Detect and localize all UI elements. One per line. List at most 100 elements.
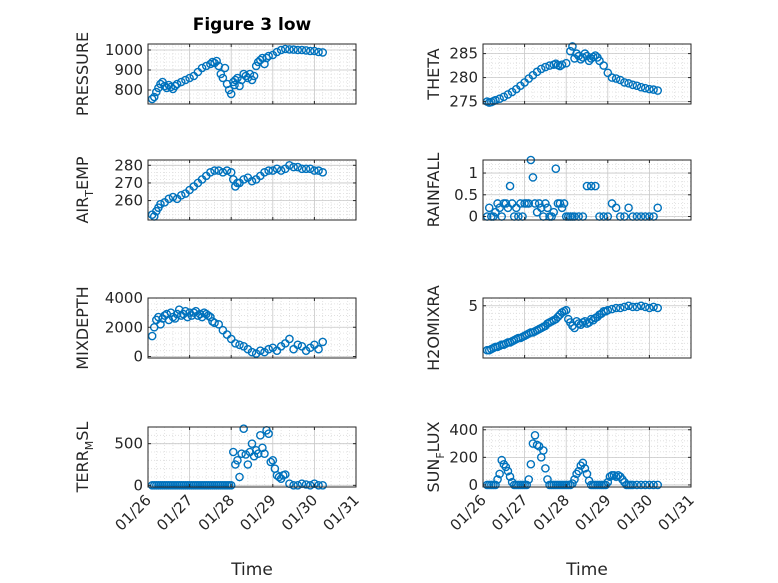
data-point: [493, 475, 502, 484]
data-point: [522, 480, 531, 490]
y-tick-label: 4000: [105, 289, 143, 307]
y-tick-label: 1000: [105, 41, 143, 59]
y-tick-label: 400: [449, 421, 478, 439]
data-point: [176, 190, 186, 200]
data-point: [628, 80, 638, 90]
data-point: [147, 331, 157, 341]
data-point: [603, 68, 613, 78]
data-point: [176, 77, 186, 87]
data-point: [609, 470, 619, 480]
y-axis-label: MIXDEPTH: [73, 286, 92, 369]
data-point: [491, 480, 500, 490]
data-point: [640, 480, 650, 490]
data-point: [310, 166, 319, 175]
axes-box: [147, 426, 357, 488]
data-point: [168, 192, 178, 202]
data-point: [268, 166, 278, 175]
data-point: [256, 346, 265, 355]
data-point: [214, 320, 224, 329]
panel-theta: 275 280 285 THETA: [424, 42, 692, 111]
data-point: [586, 181, 596, 191]
data-point: [653, 303, 663, 313]
data-point: [620, 302, 629, 312]
x-axis-label: Time: [230, 560, 273, 580]
data-point: [183, 312, 192, 322]
data-point: [628, 480, 638, 490]
data-point: [264, 429, 273, 438]
data-point: [578, 458, 588, 468]
data-point: [541, 62, 550, 72]
axes-box: [147, 43, 357, 105]
y-tick-label: 280: [114, 156, 143, 174]
data-point: [239, 424, 248, 433]
panel-h2omixra: 5 H2OMIXRA: [424, 285, 692, 371]
data-point: [222, 166, 232, 175]
data-point: [645, 480, 654, 490]
data-point: [640, 83, 650, 93]
data-point: [280, 44, 290, 54]
data-point: [247, 347, 257, 357]
data-point: [258, 443, 267, 453]
data-point: [280, 470, 290, 479]
data-point: [181, 75, 190, 85]
data-point: [624, 203, 633, 213]
y-axis-label: AIRTEMP: [73, 156, 96, 223]
data-point: [503, 90, 513, 99]
data-point: [636, 480, 646, 490]
data-point: [293, 481, 303, 490]
y-axis-label: RAINFALL: [424, 153, 443, 228]
data-point: [206, 312, 215, 322]
data-point: [318, 481, 328, 490]
data-point: [260, 449, 269, 458]
series-h2omixra: [482, 301, 663, 355]
y-tick-label: 0: [468, 208, 478, 226]
data-point: [289, 45, 298, 54]
data-point: [268, 456, 278, 465]
data-point: [226, 481, 236, 490]
data-point: [210, 318, 219, 328]
data-point: [495, 94, 504, 104]
data-point: [501, 199, 511, 208]
y-tick-label: 500: [114, 435, 143, 453]
data-point: [559, 199, 569, 208]
data-point: [172, 309, 182, 319]
data-point: [599, 61, 608, 70]
y-tick-label: 280: [449, 69, 478, 87]
data-point: [243, 460, 253, 469]
data-point: [561, 58, 571, 68]
data-point: [551, 164, 561, 173]
y-axis-label: H2OMIXRA: [424, 285, 443, 371]
data-point: [557, 60, 567, 69]
series-theta: [482, 42, 663, 107]
data-point: [505, 181, 515, 191]
data-point: [204, 311, 213, 320]
data-point: [235, 472, 244, 482]
data-point: [561, 305, 571, 315]
data-point: [484, 203, 494, 213]
data-point: [272, 164, 282, 174]
data-point: [235, 340, 244, 350]
data-point: [237, 449, 246, 458]
y-tick-label: 0.5: [454, 186, 478, 204]
data-point: [276, 45, 286, 55]
series-mixdepth: [147, 305, 328, 358]
data-point: [249, 451, 259, 461]
data-point: [524, 475, 534, 484]
data-point: [231, 339, 240, 348]
data-point: [201, 61, 211, 71]
data-point: [649, 85, 658, 94]
data-point: [645, 84, 654, 94]
data-point: [241, 450, 251, 459]
data-point: [570, 54, 579, 63]
data-point: [214, 166, 224, 175]
y-tick-label: 2000: [105, 318, 143, 336]
data-point: [528, 173, 538, 182]
data-point: [166, 308, 176, 317]
data-point: [314, 481, 323, 490]
panel-mixdepth: 0 2000 4000 MIXDEPTH: [73, 286, 357, 370]
data-point: [611, 74, 621, 83]
y-axis-label: SUNFLUX: [424, 421, 447, 492]
data-point: [305, 481, 315, 490]
data-point: [543, 475, 552, 484]
data-point: [285, 45, 294, 54]
